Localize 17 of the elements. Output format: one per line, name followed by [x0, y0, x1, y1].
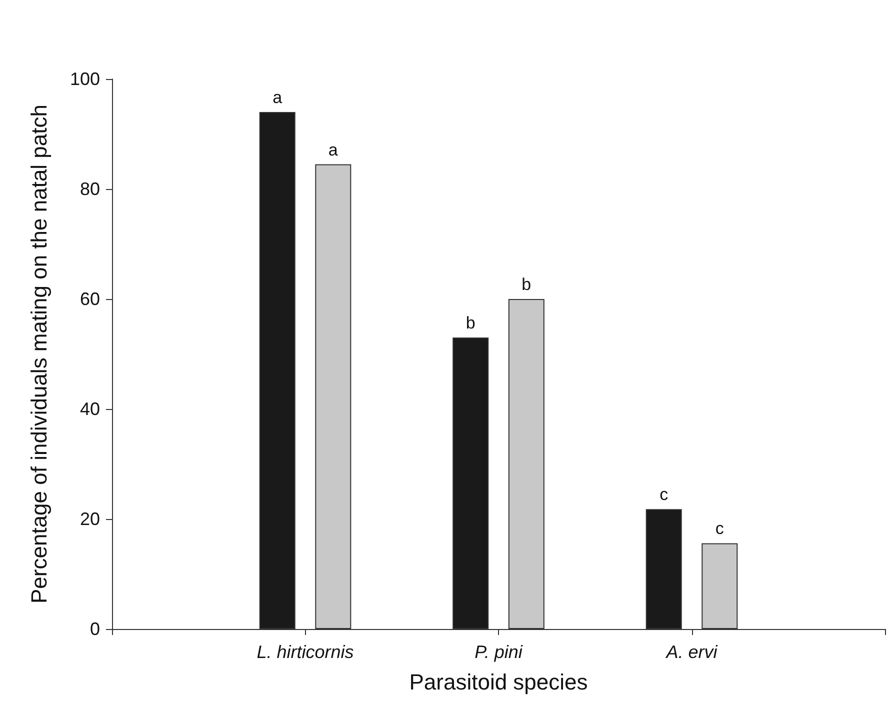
y-tick-label: 60 — [80, 289, 100, 309]
y-tick-label: 20 — [80, 509, 100, 529]
y-tick-label: 0 — [90, 619, 100, 639]
y-axis-title: Percentage of individuals mating on the natal patch — [26, 104, 52, 604]
data-label: b — [466, 314, 476, 332]
data-label: c — [660, 485, 669, 504]
x-tick-label: A. ervi — [665, 642, 718, 662]
data-label: a — [328, 140, 338, 160]
x-axis-title: Parasitoid species — [409, 670, 588, 694]
x-tick-label: P. pini — [474, 642, 524, 662]
y-tick-label: 40 — [80, 399, 100, 419]
x-tick-label: L. hirticornis — [256, 642, 354, 662]
data-label: c — [715, 519, 724, 538]
data-label: a — [272, 88, 283, 107]
y-tick-label: 80 — [80, 179, 100, 199]
data-label: b — [522, 275, 532, 294]
y-tick-label: 100 — [70, 69, 100, 89]
